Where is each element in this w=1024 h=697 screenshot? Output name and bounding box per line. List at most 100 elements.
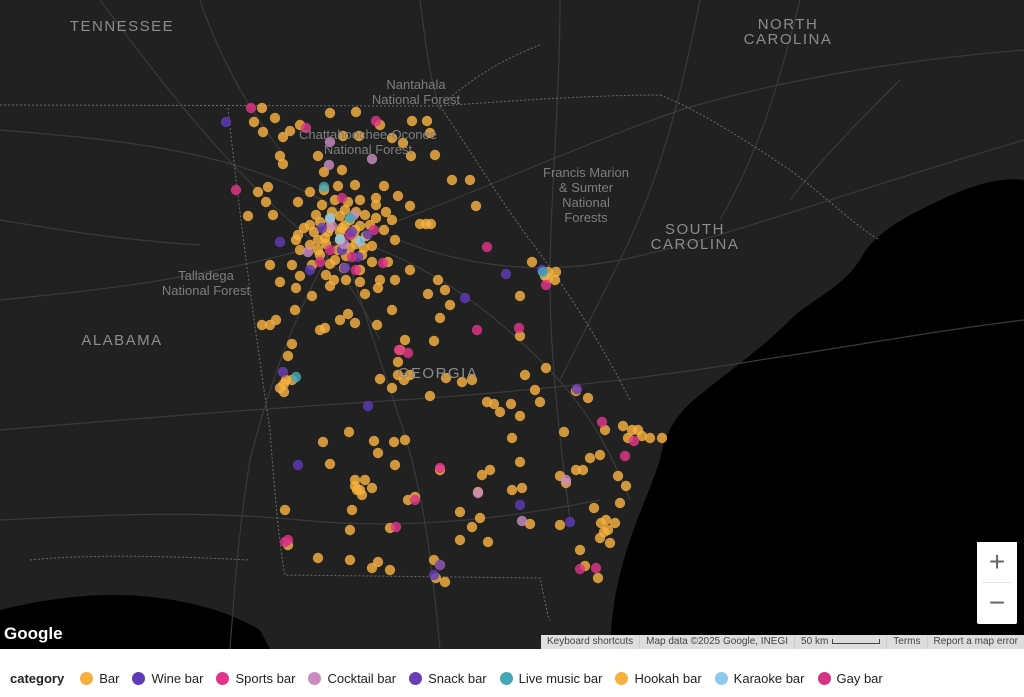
- map-marker[interactable]: [319, 232, 331, 244]
- map-marker[interactable]: [474, 512, 486, 524]
- map-marker[interactable]: [386, 214, 398, 226]
- map-marker[interactable]: [386, 382, 398, 394]
- map-marker[interactable]: [318, 181, 330, 193]
- map-marker[interactable]: [264, 259, 276, 271]
- map-marker[interactable]: [393, 344, 405, 356]
- map-marker[interactable]: [617, 420, 629, 432]
- map-marker[interactable]: [628, 435, 640, 447]
- map-marker[interactable]: [514, 456, 526, 468]
- map-marker[interactable]: [588, 502, 600, 514]
- map-marker[interactable]: [346, 504, 358, 516]
- map-marker[interactable]: [274, 150, 286, 162]
- map-marker[interactable]: [252, 186, 264, 198]
- map-marker[interactable]: [328, 274, 340, 286]
- legend-item[interactable]: Bar: [80, 671, 119, 686]
- map-marker[interactable]: [481, 241, 493, 253]
- map-marker[interactable]: [439, 576, 451, 588]
- map-marker[interactable]: [619, 450, 631, 462]
- map-marker[interactable]: [324, 458, 336, 470]
- map-marker[interactable]: [571, 383, 583, 395]
- map-marker[interactable]: [359, 474, 371, 486]
- map-marker[interactable]: [279, 504, 291, 516]
- map-marker[interactable]: [257, 126, 269, 138]
- map-marker[interactable]: [429, 149, 441, 161]
- map-marker[interactable]: [596, 416, 608, 428]
- map-marker[interactable]: [248, 116, 260, 128]
- map-marker[interactable]: [370, 192, 382, 204]
- map-marker[interactable]: [482, 536, 494, 548]
- map-marker[interactable]: [354, 484, 366, 496]
- map-marker[interactable]: [304, 264, 316, 276]
- map-marker[interactable]: [334, 314, 346, 326]
- map-marker[interactable]: [524, 518, 536, 530]
- map-marker[interactable]: [277, 131, 289, 143]
- map-marker[interactable]: [602, 524, 614, 536]
- map-marker[interactable]: [612, 470, 624, 482]
- map-marker[interactable]: [519, 369, 531, 381]
- map-marker[interactable]: [339, 262, 351, 274]
- map-marker[interactable]: [277, 366, 289, 378]
- map-marker[interactable]: [421, 115, 433, 127]
- legend-item[interactable]: Hookah bar: [615, 671, 702, 686]
- map-marker[interactable]: [316, 222, 328, 234]
- map-marker[interactable]: [366, 256, 378, 268]
- map-marker[interactable]: [354, 276, 366, 288]
- map-marker[interactable]: [424, 390, 436, 402]
- map-marker[interactable]: [409, 494, 421, 506]
- map-marker[interactable]: [574, 563, 586, 575]
- map-marker[interactable]: [300, 122, 312, 134]
- map-marker[interactable]: [594, 449, 606, 461]
- map-marker[interactable]: [366, 153, 378, 165]
- map-marker[interactable]: [456, 376, 468, 388]
- map-marker[interactable]: [274, 276, 286, 288]
- map-marker[interactable]: [472, 487, 484, 499]
- map-marker[interactable]: [526, 256, 538, 268]
- map-marker[interactable]: [466, 521, 478, 533]
- map-marker[interactable]: [377, 257, 389, 269]
- map-marker[interactable]: [337, 130, 349, 142]
- map-marker[interactable]: [424, 127, 436, 139]
- map-marker[interactable]: [506, 432, 518, 444]
- map-marker[interactable]: [514, 410, 526, 422]
- map-marker[interactable]: [256, 102, 268, 114]
- map-marker[interactable]: [332, 180, 344, 192]
- map-marker[interactable]: [324, 258, 336, 270]
- map-marker[interactable]: [336, 192, 348, 204]
- map-marker[interactable]: [454, 534, 466, 546]
- map-marker[interactable]: [245, 102, 257, 114]
- map-marker[interactable]: [432, 274, 444, 286]
- map-marker[interactable]: [440, 372, 452, 384]
- zoom-in-button[interactable]: +: [977, 542, 1017, 582]
- legend-item[interactable]: Wine bar: [132, 671, 203, 686]
- map-marker[interactable]: [471, 324, 483, 336]
- map-marker[interactable]: [371, 319, 383, 331]
- map-marker[interactable]: [439, 284, 451, 296]
- map-marker[interactable]: [516, 515, 528, 527]
- map-marker[interactable]: [343, 426, 355, 438]
- map-marker[interactable]: [336, 164, 348, 176]
- map-marker[interactable]: [592, 572, 604, 584]
- map-marker[interactable]: [370, 115, 382, 127]
- map-marker[interactable]: [274, 236, 286, 248]
- map-marker[interactable]: [434, 559, 446, 571]
- map-marker[interactable]: [500, 268, 512, 280]
- map-marker[interactable]: [420, 218, 432, 230]
- map-marker[interactable]: [278, 386, 290, 398]
- map-marker[interactable]: [284, 125, 296, 137]
- map-marker[interactable]: [428, 569, 440, 581]
- map-marker[interactable]: [534, 396, 546, 408]
- map-marker[interactable]: [392, 369, 404, 381]
- map-marker[interactable]: [636, 430, 648, 442]
- map-marker[interactable]: [386, 132, 398, 144]
- map-marker[interactable]: [488, 398, 500, 410]
- map-marker[interactable]: [464, 174, 476, 186]
- map-marker[interactable]: [378, 224, 390, 236]
- map-marker[interactable]: [344, 212, 356, 224]
- map-marker[interactable]: [354, 194, 366, 206]
- map-marker[interactable]: [344, 554, 356, 566]
- map-marker[interactable]: [514, 290, 526, 302]
- map-marker[interactable]: [312, 552, 324, 564]
- map-marker[interactable]: [289, 304, 301, 316]
- map-marker[interactable]: [342, 308, 354, 320]
- legend-item[interactable]: Live music bar: [499, 671, 602, 686]
